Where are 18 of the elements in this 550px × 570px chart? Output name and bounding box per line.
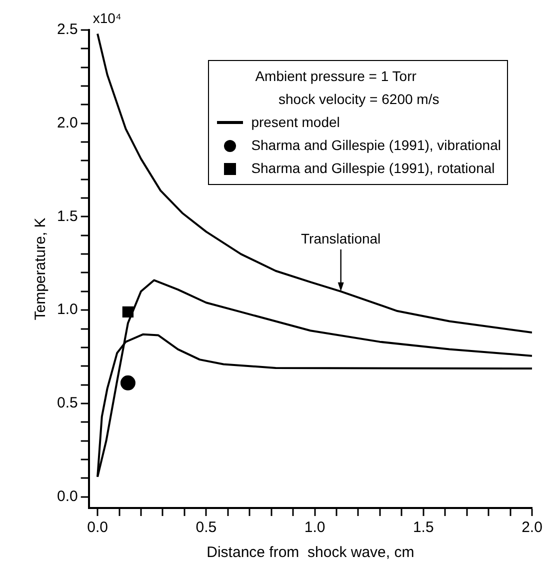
y-tick-label: 1.5 [56,208,78,225]
y-tick-label: 2.0 [56,114,78,132]
legend-label: Sharma and Gillespie (1991), rotational [251,159,495,178]
y-axis-title: Temperature, K [32,218,50,320]
annotation: Translational [301,230,381,246]
y-tick-label: 1.0 [56,301,78,318]
x-tick-label: 2.0 [522,519,542,536]
legend-label: Sharma and Gillespie (1991), vibrational [251,136,501,155]
legend-label: present model [251,113,340,132]
y-tick-label: 0.5 [56,394,78,412]
x-tick-label: 1.5 [412,519,434,536]
x-tick-label: 0.5 [196,519,217,536]
text: x10⁴ [92,10,122,26]
x-tick-label: 1.0 [304,519,326,536]
x-tick-label: 0.0 [87,519,108,536]
y-tick-label: 0.0 [56,488,78,505]
x-axis-title: Distance from shock wave, cm [206,544,414,562]
y-tick-label: 2.5 [56,21,78,38]
